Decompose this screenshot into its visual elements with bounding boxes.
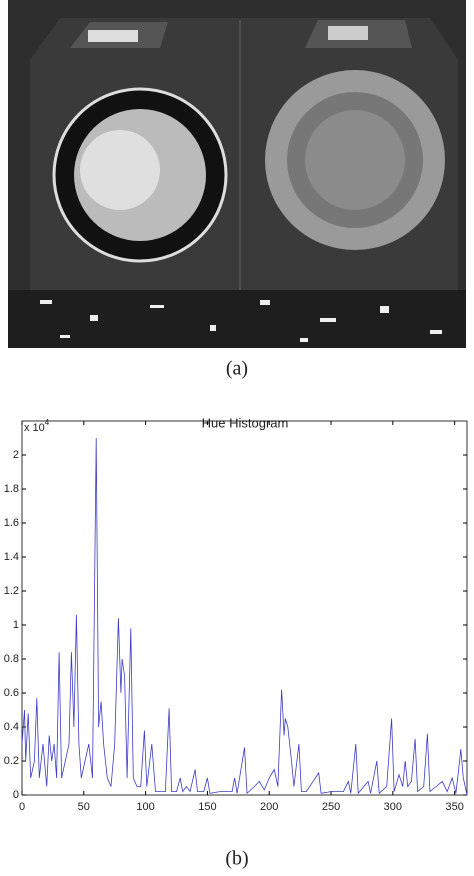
x-tick-label: 300 [384,801,402,813]
photo [8,0,466,348]
y-tick-label: 1.2 [4,585,19,597]
y-tick-label: 0.2 [4,755,19,767]
plot-frame [21,420,468,796]
y-tick-label: 0 [13,789,19,801]
hue-line [21,437,468,796]
y-tick-label: 1.6 [4,517,19,529]
y-multiplier: x 104 [24,418,50,434]
x-tick-label: 100 [136,801,154,813]
x-tick-label: 250 [322,801,340,813]
y-multiplier-exponent: 4 [45,418,50,427]
x-tick-label: 0 [19,801,25,813]
y-tick-label: 1.4 [4,551,19,563]
y-tick-label: 2 [13,449,19,461]
y-tick-label: 1.8 [4,483,19,495]
x-tick-label: 50 [78,801,90,813]
x-tick-label: 350 [445,801,463,813]
caption: (b) [225,848,248,870]
chart-title: Hue Histogram [202,415,289,430]
y-tick-label: 1 [13,619,19,631]
y-tick-label: 0.4 [4,721,19,733]
y-tick-label: 0.8 [4,653,19,665]
x-tick-label: 150 [198,801,216,813]
y-tick-label: 0.6 [4,687,19,699]
x-tick-label: 200 [260,801,278,813]
y-multiplier-base: x 10 [24,422,45,434]
caption: (a) [226,358,248,380]
